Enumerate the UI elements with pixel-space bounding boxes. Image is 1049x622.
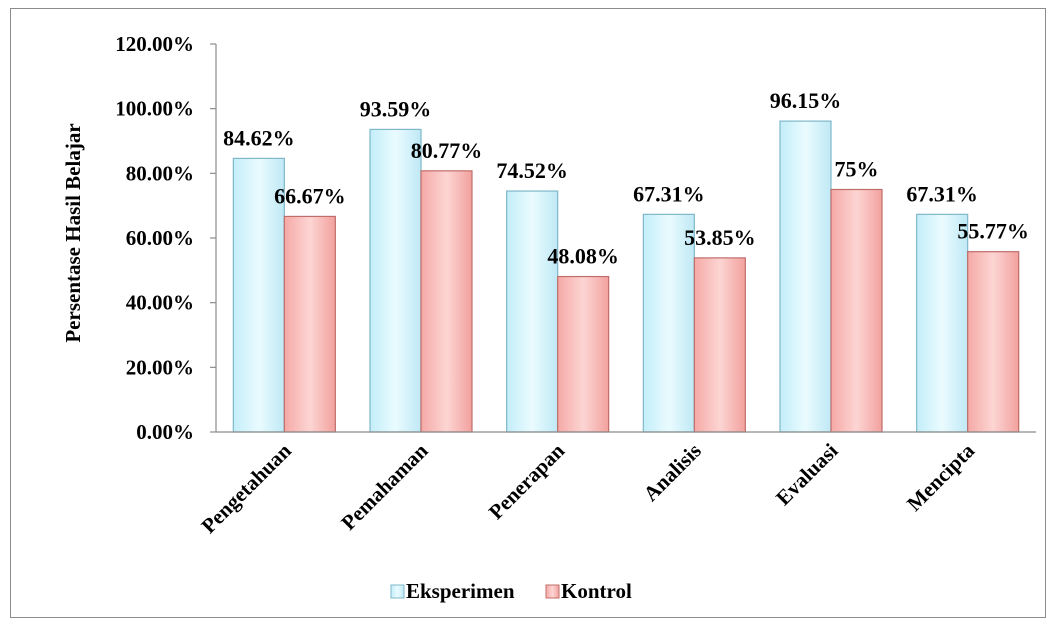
data-label-kontrol: 55.77%	[957, 219, 1029, 244]
x-category-label: Analisis	[639, 439, 706, 506]
y-tick-label: 100.00%	[115, 97, 194, 121]
y-tick-label: 0.00%	[136, 420, 194, 444]
legend-label-kontrol: Kontrol	[561, 579, 632, 603]
data-label-eksperimen: 96.15%	[770, 88, 842, 113]
legend-swatch-kontrol	[545, 584, 560, 599]
bar-kontrol	[557, 275, 610, 433]
bar-eksperimen	[779, 120, 832, 433]
bar-kontrol	[693, 257, 746, 433]
bar-eksperimen	[642, 213, 695, 433]
data-label-kontrol: 66.67%	[274, 183, 346, 208]
y-tick-label: 40.00%	[126, 291, 194, 315]
bar-eksperimen	[916, 213, 969, 433]
x-category-label: Pengetahuan	[196, 438, 296, 538]
data-label-eksperimen: 67.31%	[906, 181, 978, 206]
bar-eksperimen	[369, 128, 422, 433]
bar-kontrol	[830, 188, 883, 433]
y-tick-label: 120.00%	[115, 32, 194, 56]
x-category-label: Mencipta	[902, 438, 980, 516]
data-label-eksperimen: 84.62%	[223, 125, 295, 150]
bar-eksperimen	[506, 190, 559, 433]
data-label-kontrol: 48.08%	[547, 244, 619, 269]
data-label-eksperimen: 67.31%	[633, 181, 705, 206]
bar-kontrol	[967, 251, 1020, 433]
legend: Eksperimen Kontrol	[390, 579, 632, 603]
bar-eksperimen	[232, 157, 285, 433]
data-label-kontrol: 53.85%	[684, 225, 756, 250]
x-category-label: Evaluasi	[771, 438, 843, 510]
legend-swatch-eksperimen	[390, 584, 405, 599]
x-category-label: Pemahaman	[336, 438, 432, 534]
data-label-kontrol: 80.77%	[411, 138, 483, 163]
y-tick-label: 80.00%	[126, 161, 194, 185]
data-label-eksperimen: 74.52%	[496, 158, 568, 183]
y-axis-title: Persentase Hasil Belajar	[61, 123, 85, 342]
x-category-label: Penerapan	[484, 438, 570, 524]
y-tick-label: 60.00%	[126, 226, 194, 250]
data-label-kontrol: 75%	[835, 157, 879, 182]
bar-kontrol	[283, 215, 336, 433]
data-label-eksperimen: 93.59%	[360, 96, 432, 121]
y-tick-label: 20.00%	[126, 355, 194, 379]
bar-kontrol	[420, 170, 473, 433]
legend-label-eksperimen: Eksperimen	[406, 579, 515, 603]
